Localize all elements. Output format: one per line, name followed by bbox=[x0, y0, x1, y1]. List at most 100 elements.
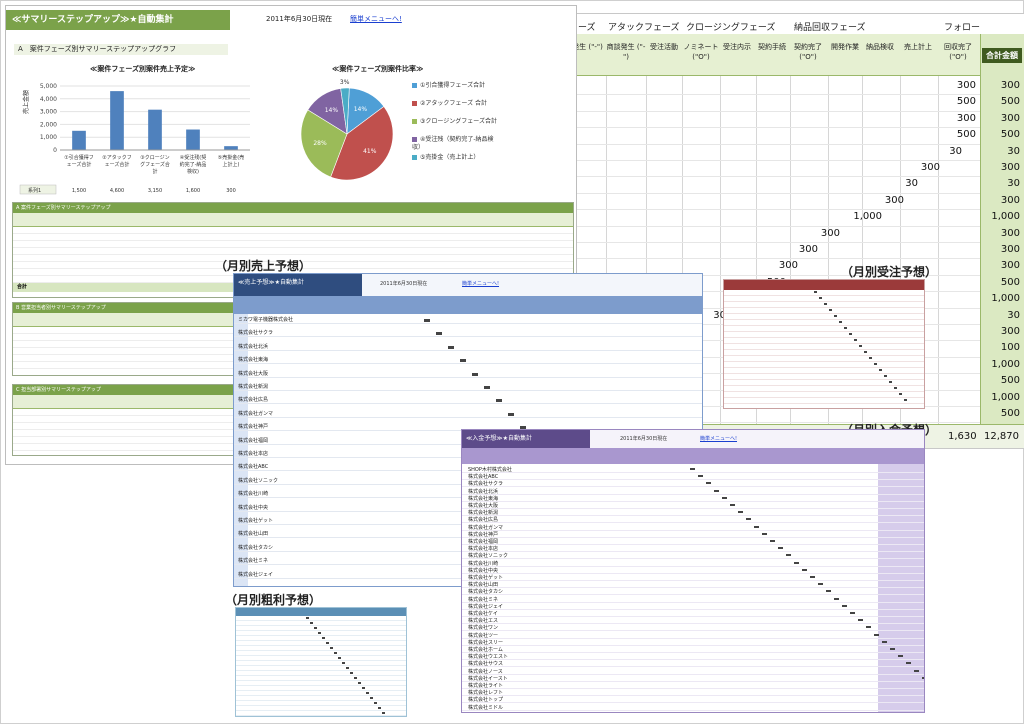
table-row bbox=[462, 552, 924, 560]
cell-value: 500 bbox=[956, 129, 976, 141]
grid-row bbox=[562, 127, 1024, 129]
forecast-mark bbox=[786, 554, 791, 557]
table-row bbox=[462, 581, 924, 589]
col-header: 納品検収 bbox=[866, 43, 894, 51]
table-row bbox=[236, 696, 406, 701]
legend-label: ④受注残（契約完了-納品検収） bbox=[412, 136, 494, 151]
client-name: 株式会社大阪 bbox=[468, 503, 499, 509]
table-row bbox=[724, 350, 924, 356]
client-name: 株式会社本店 bbox=[468, 546, 499, 553]
client-name: 株式会社ミネ bbox=[238, 558, 269, 565]
table-row bbox=[462, 610, 924, 617]
grid-row bbox=[562, 258, 1024, 260]
forecast-mark bbox=[850, 612, 855, 614]
forecast-mark bbox=[842, 604, 847, 607]
category-label: ②アタックフ bbox=[102, 154, 131, 161]
phase-label: ーズ bbox=[578, 23, 596, 33]
forecast-mark bbox=[362, 687, 365, 689]
grid-row bbox=[562, 110, 1024, 112]
table-row bbox=[462, 524, 924, 531]
forecast-mark bbox=[754, 525, 759, 528]
legend-swatch bbox=[412, 101, 417, 106]
cell-value: 300 bbox=[884, 194, 904, 206]
table-row bbox=[462, 653, 924, 661]
category-label: ③クロージン bbox=[140, 155, 169, 161]
table-row bbox=[462, 516, 924, 524]
table-row bbox=[234, 396, 702, 405]
total-column bbox=[980, 34, 1024, 424]
table-row bbox=[462, 466, 924, 473]
client-name: 株式会社新潟 bbox=[238, 384, 269, 390]
client-name: 株式会社ゲット bbox=[468, 575, 504, 581]
forecast-mark bbox=[889, 381, 892, 383]
slice-label: 41% bbox=[363, 148, 377, 155]
forecast-mark bbox=[802, 568, 807, 571]
total-cell: 500 bbox=[1000, 408, 1020, 419]
category-label: 約完了-納品 bbox=[180, 161, 207, 168]
client-name: 株式会社スリー bbox=[468, 639, 504, 646]
col-header: 受注内示 bbox=[723, 43, 751, 51]
category-label: ⑤売掛金(売 bbox=[218, 154, 244, 161]
y-tick-label: 5,000 bbox=[40, 83, 57, 90]
client-name: 株式会社福岡 bbox=[238, 437, 269, 444]
table-row bbox=[13, 234, 573, 241]
client-name: 株式会社山田 bbox=[238, 531, 269, 538]
table-row bbox=[236, 621, 406, 626]
table-row bbox=[462, 646, 924, 653]
category-label: 上計上) bbox=[223, 161, 240, 168]
table-row bbox=[462, 538, 924, 545]
total-cell: 500 bbox=[1000, 375, 1020, 387]
cell-value: 30 bbox=[949, 145, 962, 157]
pie-slice bbox=[330, 106, 394, 181]
forecast-mark bbox=[864, 351, 867, 353]
forecast-mark bbox=[496, 399, 502, 403]
legend-entry: ③クロージングフェーズ合計 bbox=[412, 118, 502, 126]
bar bbox=[186, 129, 200, 150]
menu-link[interactable]: 簡単メニューへ! bbox=[462, 281, 500, 287]
client-name: 株式会社ジェイ bbox=[238, 571, 274, 578]
table-row bbox=[236, 681, 406, 686]
slice-label: 14% bbox=[325, 107, 339, 114]
table-row bbox=[236, 706, 406, 711]
table-row bbox=[462, 704, 924, 711]
forecast-mark bbox=[866, 626, 871, 629]
y-tick-label: 2,000 bbox=[40, 121, 57, 128]
forecast-mark bbox=[310, 622, 313, 624]
table-row bbox=[462, 502, 924, 509]
forecast-mark bbox=[814, 291, 817, 293]
total-cell: 300 bbox=[1000, 227, 1020, 239]
table-row bbox=[724, 308, 924, 314]
category-label: ①引合獲得フ bbox=[64, 154, 93, 161]
forecast-mark bbox=[834, 315, 837, 317]
legend-label: ①引合獲得フェーズ合計 bbox=[420, 82, 486, 89]
col-header: 開発作業 bbox=[831, 43, 859, 51]
table-title: A 案件フェーズ別サマリーステップアップ bbox=[13, 203, 573, 213]
forecast-mark bbox=[346, 667, 349, 669]
table-row bbox=[462, 668, 924, 675]
table-row bbox=[724, 356, 924, 362]
y-tick-label: 4,000 bbox=[40, 96, 57, 103]
menu-link[interactable]: 簡単メニューへ! bbox=[350, 15, 402, 23]
client-name: 株式会社サウス bbox=[468, 661, 504, 668]
forecast-mark bbox=[378, 707, 381, 709]
forecast-mark bbox=[472, 372, 478, 376]
table-row bbox=[724, 314, 924, 320]
forecast-mark bbox=[849, 333, 852, 335]
client-name: 株式会社ノース bbox=[468, 668, 503, 675]
margin-forecast-label: （月別粗利予想） bbox=[225, 593, 322, 607]
col-header: 商談発生 ("-") bbox=[606, 43, 646, 61]
table-row bbox=[462, 632, 924, 639]
total-cell: 30 bbox=[1007, 178, 1020, 190]
sheet-title: ≪売上予想≫★自動集計 bbox=[234, 274, 362, 296]
menu-link[interactable]: 簡単メニューへ! bbox=[700, 436, 738, 442]
table-row bbox=[462, 509, 924, 517]
cell-value: 300 bbox=[956, 80, 976, 91]
client-name: 株式会社ツー bbox=[468, 632, 499, 639]
col-header: 契約手続 bbox=[758, 43, 786, 51]
phase-label-follow: フォロー bbox=[944, 23, 981, 33]
forecast-mark bbox=[844, 327, 847, 329]
table-row bbox=[724, 332, 924, 338]
table-row bbox=[724, 290, 924, 296]
forecast-mark bbox=[819, 297, 822, 299]
forecast-mark bbox=[810, 576, 815, 578]
